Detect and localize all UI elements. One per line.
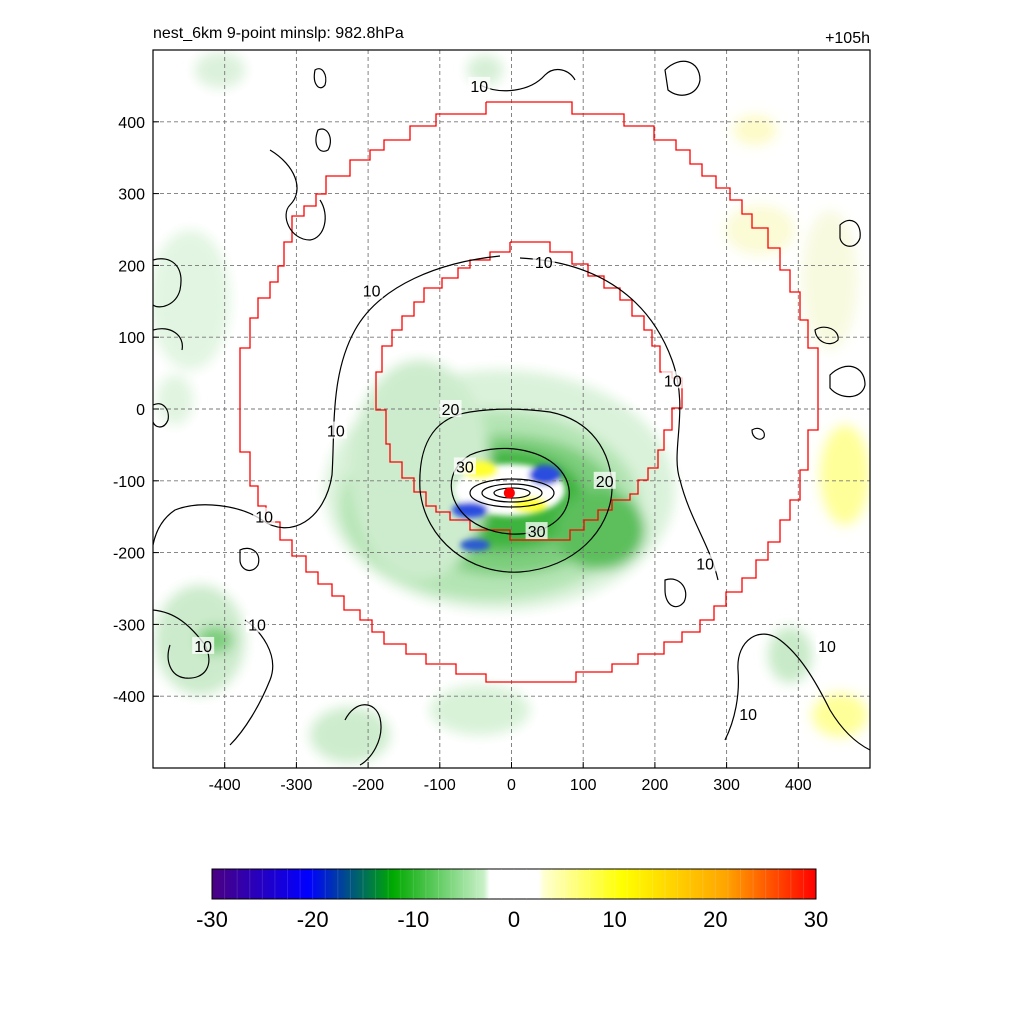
contour-10-topleft [269,149,326,241]
x-tick-label: -100 [424,777,456,794]
contour-eye-1 [469,478,555,508]
contour-10-left-edge [153,258,182,308]
contour-10-bottom-left-2 [239,547,260,572]
contour-label-bg [253,507,276,525]
contour-label-group: 10 10 10 10 10 10 10 10 10 10 10 20 20 30 30 [192,76,838,724]
contour-eye-3 [493,487,531,499]
contour-10-top-right [664,60,701,96]
contour-label: 10 [664,373,682,390]
colorbar-tick-label: -20 [297,907,329,932]
y-tick-label: -400 [113,689,145,706]
x-tick-label: 200 [642,777,669,794]
contour-10-left-ring [315,128,331,152]
y-tick-label: 200 [118,258,145,275]
contour-label-bg [593,471,616,489]
x-tick-label: 300 [713,777,740,794]
y-tick-label: -200 [113,546,145,563]
contour-label-bg [661,371,684,389]
contour-10-bottom [344,704,382,766]
contour-label: 10 [363,284,381,301]
contour-10-right-blob [664,578,687,608]
x-tick-label: -300 [280,777,312,794]
contour-label: 10 [248,617,266,634]
contour-label: 30 [456,459,474,476]
x-axis: -400 -300 -200 -100 0 100 200 300 400 [209,762,812,794]
x-tick-label: -200 [352,777,384,794]
contour-10-right-small [829,365,866,398]
contour-label: 10 [739,707,757,724]
contour-label-bg [360,281,383,299]
y-tick-label: -100 [113,474,145,491]
colorbar-bar [211,868,817,900]
colorbar-dividers [224,869,804,899]
contour-10-left [153,255,501,546]
contour-10-right-small-2 [751,427,765,440]
contour-10-bottom-left [229,619,274,746]
contour-label: 10 [818,639,836,656]
contour-eye-2 [481,483,543,503]
contour-label-bg [439,400,462,417]
contour-label-bg [245,615,268,633]
y-tick-label: 100 [118,330,145,347]
contour-label: 20 [596,474,614,491]
colorbar-tick-label: -30 [196,907,228,932]
x-tick-label: 0 [507,777,516,794]
inner-nest-boundary [375,241,683,541]
y-tick-label: 400 [118,115,145,132]
contour-label-bg [453,457,476,475]
contour-label: 10 [470,79,488,96]
contour-label-bg [532,252,555,270]
colorbar-labels: -30 -20 -10 0 10 20 30 [196,907,828,932]
contour-label-bg [468,76,491,94]
contour-label: 10 [194,639,212,656]
contour-30 [450,447,570,535]
contour-10-lower-right [724,633,870,751]
chart-title-right: +105h [825,30,870,47]
contour-label-bg [324,421,347,439]
contour-10-right-small-3 [814,326,839,345]
contour-label: 10 [696,556,714,573]
chart-title-left: nest_6km 9-point minslp: 982.8hPa [153,25,404,42]
contour-10-top-left-ring [313,68,327,89]
outer-nest-boundary [239,101,819,683]
x-tick-label: 400 [785,777,812,794]
contour-10-top-center [479,68,576,92]
contour-label-bg [192,636,215,654]
y-axis: 400 300 200 100 0 -100 -200 -300 -400 [113,115,159,706]
storm-center-marker [503,487,515,499]
contour-label: 10 [255,510,273,527]
contour-10-left-mid [153,328,183,351]
colorbar-tick-label: 20 [703,907,727,932]
contour-label: 20 [442,402,460,419]
x-tick-label: -400 [209,777,241,794]
colorbar-tick-label: 30 [804,907,828,932]
contour-label-bg [525,522,548,540]
contour-lines [153,60,870,766]
colorbar: -30 -20 -10 0 10 20 30 [196,868,828,932]
colorbar-tick-label: 0 [508,907,520,932]
y-tick-label: -300 [113,617,145,634]
contour-label-bg [815,636,838,654]
contour-10-lower-left [153,609,210,679]
colorbar-tick-label: -10 [397,907,429,932]
x-tick-label: 100 [570,777,597,794]
contour-label: 30 [528,524,546,541]
contour-label-bg [737,705,760,723]
colorbar-tick-label: 10 [602,907,626,932]
contour-10-outer [519,257,719,581]
contour-label: 10 [327,424,345,441]
y-tick-label: 0 [136,402,145,419]
contour-10-left-blob [153,403,169,428]
contour-label-bg [694,554,717,572]
y-tick-label: 300 [118,187,145,204]
contour-20 [419,408,613,573]
plot-area: 10 10 10 10 10 10 10 10 10 10 10 20 20 30 30 [153,50,870,768]
contour-10-right-top [839,219,861,247]
contour-label: 10 [535,255,553,272]
